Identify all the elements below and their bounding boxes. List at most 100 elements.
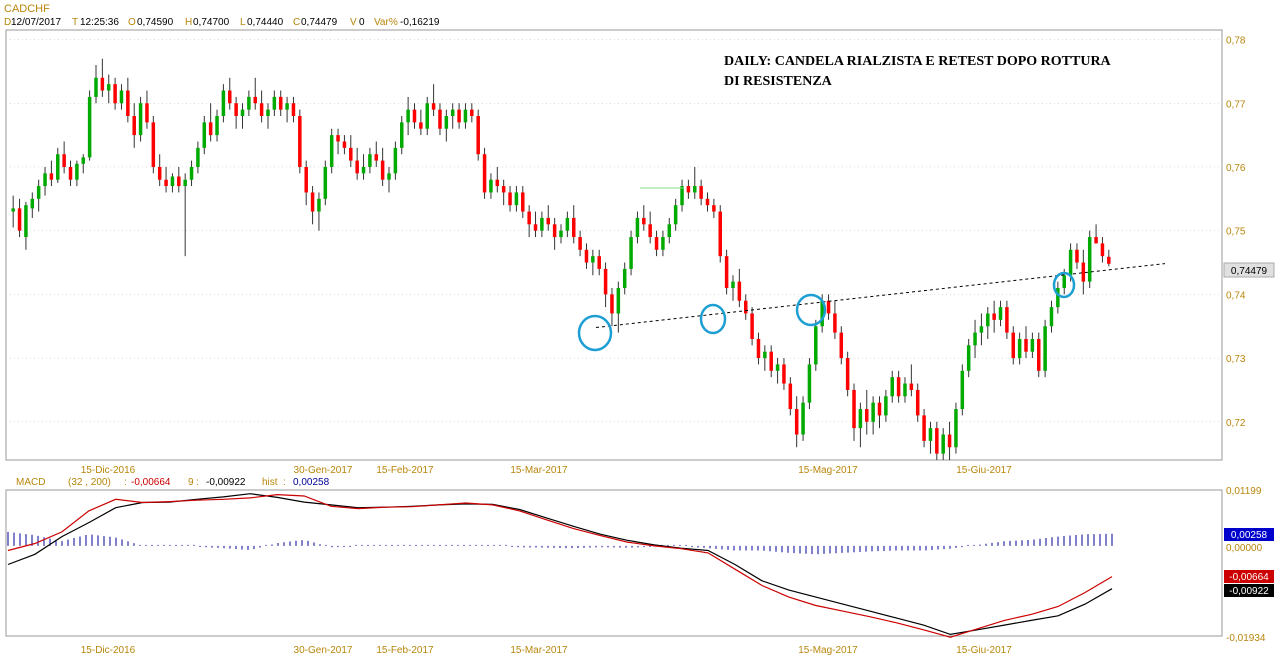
candle-body <box>884 396 888 416</box>
candle-body <box>1017 338 1022 359</box>
candle-body <box>814 326 818 365</box>
candle-body <box>106 84 111 91</box>
candle-body <box>890 377 894 397</box>
var-value: -0,16219 <box>400 17 440 28</box>
candle-body <box>355 160 359 174</box>
price-tick-label: 0,77 <box>1226 99 1246 110</box>
candle-body <box>960 370 965 410</box>
candle-body <box>756 338 761 359</box>
price-grid <box>6 39 1222 423</box>
candle-body <box>36 186 41 199</box>
date-axis-top: 15-Dic-2016 30-Gen-2017 15-Feb-2017 15-Mar-… <box>81 465 1012 476</box>
candle-body <box>1087 237 1092 282</box>
date-tick-label: 15-Feb-2017 <box>376 645 434 656</box>
candle-body <box>763 351 767 359</box>
date-tick-label: 15-Feb-2017 <box>376 465 434 476</box>
current-price-badge <box>1223 262 1275 278</box>
signal-line <box>7 493 1113 636</box>
candle-body <box>941 434 945 454</box>
candle-body <box>527 211 531 225</box>
candle-body <box>794 409 799 435</box>
candle-body <box>380 160 385 180</box>
candle-body <box>425 103 429 129</box>
ohlc-header: D 12/07/2017 T 12:25:36 O 0,74590 H 0,74… <box>4 17 440 28</box>
candle-body <box>463 109 468 123</box>
candle-body <box>132 116 136 136</box>
candle-body <box>865 409 869 422</box>
candle-body <box>215 116 219 136</box>
candle-body <box>877 402 882 416</box>
candle-body <box>750 313 754 339</box>
hist-value: 0,00258 <box>293 477 330 488</box>
candle-body <box>667 224 672 238</box>
candle-body <box>966 345 971 371</box>
hist-sep: : <box>283 477 286 488</box>
candle-body <box>94 77 98 97</box>
macd-histogram <box>7 531 1113 555</box>
candle-body <box>56 154 60 180</box>
candle-body <box>533 224 538 231</box>
candle-body <box>387 173 391 180</box>
candle-body <box>399 122 404 148</box>
candle-body <box>998 307 1003 320</box>
candle-body <box>775 364 780 371</box>
candle-body <box>240 109 245 116</box>
candle-body <box>839 332 844 359</box>
candle-body <box>820 300 824 327</box>
volume-value: 0 <box>359 17 365 28</box>
candle-body <box>731 281 735 288</box>
candle-body <box>1030 338 1035 352</box>
candle-body <box>712 205 716 212</box>
candle-body <box>482 154 487 193</box>
macd-value: -0,00664 <box>131 477 171 488</box>
candle-body <box>177 176 181 187</box>
date-tick-label: 15-Mag-2017 <box>798 645 858 656</box>
candle-body <box>635 217 640 238</box>
candle-body <box>909 383 914 390</box>
price-tick-label: 0,75 <box>1226 227 1246 238</box>
candle-body <box>947 434 952 448</box>
candle-body <box>285 103 289 110</box>
price-tick-label: 0,72 <box>1226 418 1246 429</box>
current-price-text: 0,74479 <box>1231 266 1268 277</box>
candle-body <box>571 217 576 238</box>
candle-body <box>368 154 372 167</box>
candle-body <box>622 268 627 288</box>
macd-axis-zero: 0,00000 <box>1226 543 1263 554</box>
candle-body <box>807 364 812 403</box>
retest-circle <box>577 314 613 352</box>
date-tick-label: 15-Giu-2017 <box>956 645 1012 656</box>
candle-body <box>922 415 926 441</box>
candle-body <box>724 256 729 288</box>
candle-body <box>559 230 563 238</box>
candle-body <box>489 179 493 193</box>
close-value: 0,74479 <box>301 17 338 28</box>
date-tick-label: 15-Dic-2016 <box>81 465 136 476</box>
candle-body <box>278 96 283 110</box>
candle-body <box>202 122 207 148</box>
date-tick-label: 15-Giu-2017 <box>956 465 1012 476</box>
annotation-line-2: DI RESISTENZA <box>724 74 833 89</box>
candle-body <box>661 237 665 250</box>
candle-body <box>17 208 22 231</box>
candle-body <box>1056 288 1060 308</box>
price-tick-label: 0,74 <box>1226 290 1246 301</box>
candle-body <box>1062 275 1066 288</box>
candle-body <box>49 173 54 180</box>
macd-line <box>7 493 1113 638</box>
candle-body <box>298 116 302 167</box>
candle-body <box>291 103 296 116</box>
retest-circle <box>795 293 827 327</box>
candle-body <box>1094 237 1098 244</box>
candle-body <box>170 176 175 187</box>
date-tick-label: 15-Mar-2017 <box>510 465 568 476</box>
candle-body <box>1049 307 1054 327</box>
price-panel <box>5 29 1223 461</box>
candle-body <box>476 116 480 155</box>
candle-body <box>584 249 589 263</box>
candle-body <box>253 96 257 104</box>
macd-axis-bottom: -0,01934 <box>1226 633 1266 644</box>
candle-body <box>508 192 512 206</box>
candle-body <box>833 313 837 333</box>
candle-body <box>444 116 449 129</box>
